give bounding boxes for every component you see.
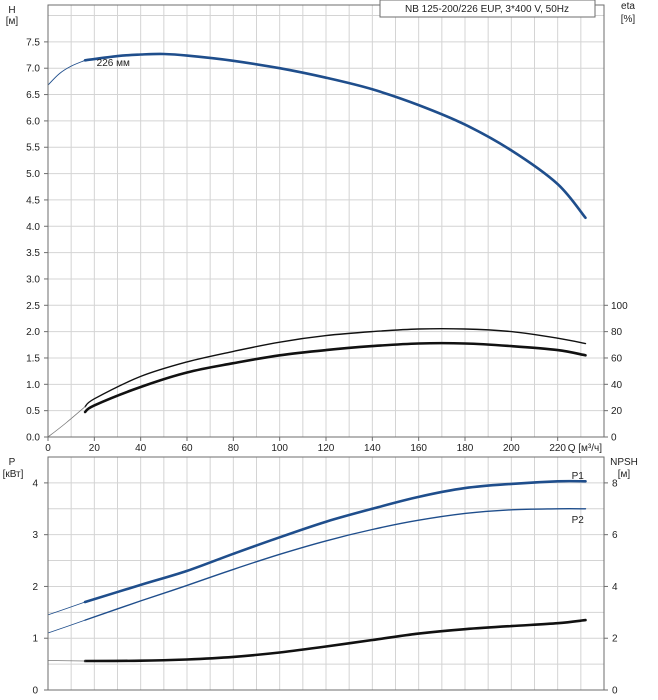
power-p1-label: P1 (572, 471, 585, 482)
y-tick-label-head: 4.0 (26, 222, 40, 233)
power-p1-curve (83, 479, 587, 604)
x-tick-label: 40 (135, 443, 147, 454)
x-tick-label: 120 (318, 443, 335, 454)
x-tick-label: 140 (364, 443, 381, 454)
power-curve-extension (47, 619, 86, 634)
y-tick-label-head: 1.5 (26, 353, 40, 364)
y-tick-label-npsh: 0 (612, 686, 618, 697)
frame-layer (44, 0, 608, 691)
x-tick-label: 0 (45, 443, 51, 454)
efficiency-curve (83, 341, 587, 414)
x-axis-label: Q [м³/ч] (568, 443, 603, 454)
y-axis-unit-power: [кВт] (3, 469, 24, 480)
y-axis-unit-npsh: [м] (618, 469, 631, 480)
power-curve-extension (47, 601, 86, 616)
impeller-diameter-label: 226 мм (97, 58, 130, 69)
y-tick-label-head: 5.0 (26, 169, 40, 180)
y-tick-label-head: 2.0 (26, 327, 40, 338)
head-curve (83, 52, 587, 220)
y-tick-label-head: 6.5 (26, 90, 40, 101)
chart-title: NB 125-200/226 EUP, 3*400 V, 50Hz (405, 4, 569, 15)
y-tick-label-npsh: 4 (612, 582, 618, 593)
y-tick-label-power: 2 (32, 582, 38, 593)
y-tick-label-npsh: 8 (612, 478, 618, 489)
y-tick-label-eta: 60 (611, 353, 623, 364)
npsh-curve-extension (47, 660, 86, 662)
npsh-curve (83, 618, 587, 663)
y-tick-label-head: 3.5 (26, 248, 40, 259)
y-tick-label-npsh: 2 (612, 634, 618, 645)
y-tick-label-npsh: 6 (612, 530, 618, 541)
chart-title-box (379, 0, 596, 18)
y-tick-label-power: 3 (32, 530, 38, 541)
y-axis-label-head: H (8, 5, 15, 16)
y-tick-label-head: 7.5 (26, 37, 40, 48)
bottom-plot-frame (47, 456, 605, 691)
y-tick-label-head: 6.0 (26, 116, 40, 127)
curves-layer (47, 52, 587, 663)
y-tick-label-eta: 0 (611, 433, 617, 444)
y-tick-label-head: 4.5 (26, 195, 40, 206)
y-axis-label-npsh: NPSH (610, 457, 638, 468)
y-tick-label-head: 7.0 (26, 64, 40, 75)
y-tick-label-head: 0.0 (26, 433, 40, 444)
x-tick-label: 60 (181, 443, 193, 454)
x-tick-label: 80 (228, 443, 240, 454)
x-tick-label: 220 (549, 443, 566, 454)
text-layer: 0.0 0.5 1.0 1.5 2.0 2.5 3.0 3.5 4.0 4.5 5.0 5.5 6.0 6… (3, 1, 638, 697)
y-tick-label-power: 4 (32, 478, 38, 489)
efficiency-curve (84, 328, 587, 408)
y-tick-label-eta: 100 (611, 301, 628, 312)
y-tick-label-power: 1 (32, 634, 38, 645)
y-tick-label-eta: 40 (611, 380, 623, 391)
y-axis-label-eta: eta (621, 1, 635, 12)
x-tick-label: 100 (271, 443, 288, 454)
y-tick-label-head: 0.5 (26, 406, 40, 417)
x-tick-label: 200 (503, 443, 520, 454)
y-tick-label-head: 2.5 (26, 301, 40, 312)
y-axis-unit-head: [м] (6, 16, 19, 27)
y-axis-unit-eta: [%] (621, 14, 636, 25)
x-tick-label: 20 (89, 443, 101, 454)
y-tick-label-power: 0 (32, 686, 38, 697)
x-tick-label: 180 (457, 443, 474, 454)
power-p2-label: P2 (572, 515, 585, 526)
y-axis-label-power: P (9, 457, 16, 468)
y-tick-label-eta: 80 (611, 327, 623, 338)
efficiency-curve (47, 406, 86, 438)
y-tick-label-head: 3.0 (26, 274, 40, 285)
y-tick-label-eta: 20 (611, 406, 623, 417)
power-p2-curve (84, 508, 587, 621)
y-tick-label-head: 1.0 (26, 380, 40, 391)
head-curve-extension (47, 59, 86, 86)
x-tick-label: 160 (410, 443, 427, 454)
y-tick-label-head: 5.5 (26, 143, 40, 154)
